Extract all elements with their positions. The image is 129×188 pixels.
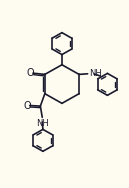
Text: O: O	[26, 67, 34, 77]
Text: NH: NH	[89, 69, 102, 78]
Text: O: O	[23, 101, 31, 111]
Text: NH: NH	[36, 119, 49, 128]
